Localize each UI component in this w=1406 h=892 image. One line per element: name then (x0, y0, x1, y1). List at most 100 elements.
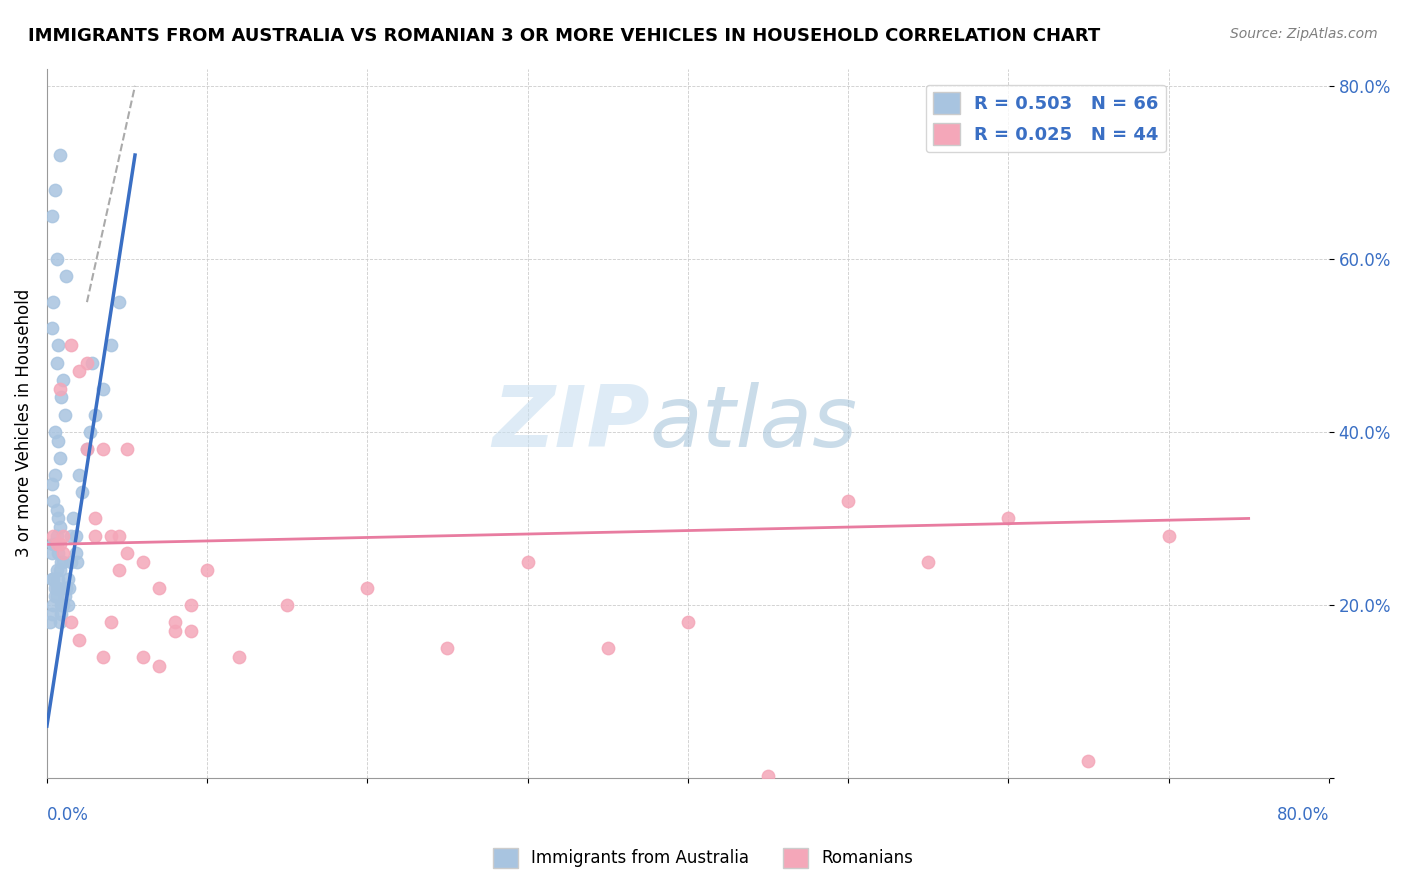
Y-axis label: 3 or more Vehicles in Household: 3 or more Vehicles in Household (15, 289, 32, 558)
Point (45, 356, 67, 370)
Point (45, 252, 67, 266)
Point (67, 364, 90, 378)
Point (51, 555, 73, 569)
Point (44, 425, 66, 439)
Point (48, 450, 70, 465)
Point (48, 148, 70, 162)
Point (51, 598, 73, 612)
Point (41, 572, 63, 586)
Point (84, 511, 107, 525)
Point (108, 563, 131, 577)
Point (52, 598, 75, 612)
Text: IMMIGRANTS FROM AUSTRALIA VS ROMANIAN 3 OR MORE VEHICLES IN HOUSEHOLD CORRELATIO: IMMIGRANTS FROM AUSTRALIA VS ROMANIAN 3 … (28, 27, 1101, 45)
Point (1077, 754, 1099, 768)
Text: ZIP: ZIP (492, 382, 650, 465)
Point (42, 494, 65, 508)
Point (80, 356, 103, 370)
Point (42, 529, 65, 543)
Point (56, 598, 79, 612)
Point (48, 382, 70, 396)
Point (44, 468, 66, 483)
Point (108, 529, 131, 543)
Point (46, 572, 69, 586)
Point (59, 555, 82, 569)
Point (100, 615, 122, 630)
Text: atlas: atlas (650, 382, 858, 465)
Point (596, 641, 619, 656)
Point (59, 529, 82, 543)
Point (41, 321, 63, 335)
Point (45, 537, 67, 551)
Point (756, 769, 779, 783)
Point (46, 511, 69, 525)
Point (91, 442, 114, 457)
Point (41, 476, 63, 491)
Point (436, 641, 458, 656)
Point (56, 572, 79, 586)
Point (46, 546, 69, 560)
Point (132, 555, 155, 569)
Point (62, 511, 84, 525)
Point (48, 563, 70, 577)
Point (41, 546, 63, 560)
Point (39, 615, 62, 630)
Point (48, 520, 70, 534)
Point (228, 649, 250, 664)
Point (42, 295, 65, 310)
Point (148, 581, 170, 595)
Point (53, 590, 76, 604)
Point (516, 555, 538, 569)
Point (837, 494, 859, 508)
Point (115, 442, 138, 457)
Point (44, 590, 66, 604)
Point (42, 537, 65, 551)
Text: 0.0%: 0.0% (46, 806, 89, 824)
Point (67, 468, 90, 483)
Point (165, 615, 187, 630)
Point (55, 269, 77, 284)
Point (52, 373, 75, 387)
Point (676, 615, 699, 630)
Point (48, 615, 70, 630)
Point (46, 434, 69, 448)
Point (180, 624, 202, 638)
Point (45, 503, 67, 517)
Point (70, 485, 93, 500)
Point (1157, 529, 1180, 543)
Point (44, 581, 66, 595)
Point (58, 581, 80, 595)
Point (115, 546, 138, 560)
Point (59, 615, 82, 630)
Point (45, 529, 67, 543)
Point (42, 598, 65, 612)
Point (276, 598, 298, 612)
Point (917, 555, 939, 569)
Point (180, 598, 202, 612)
Point (41, 209, 63, 223)
Point (100, 338, 122, 352)
Point (65, 529, 87, 543)
Point (65, 546, 87, 560)
Point (356, 581, 378, 595)
Point (108, 295, 131, 310)
Point (42, 572, 65, 586)
Point (53, 408, 76, 422)
Point (997, 511, 1019, 525)
Point (66, 555, 89, 569)
Point (84, 408, 107, 422)
Point (76, 442, 98, 457)
Point (132, 649, 155, 664)
Point (51, 390, 73, 404)
Point (165, 624, 187, 638)
Point (195, 563, 218, 577)
Point (100, 529, 122, 543)
Point (44, 537, 66, 551)
Point (44, 183, 66, 197)
Point (55, 581, 77, 595)
Text: Source: ZipAtlas.com: Source: ZipAtlas.com (1230, 27, 1378, 41)
Legend: Immigrants from Australia, Romanians: Immigrants from Australia, Romanians (486, 841, 920, 875)
Point (55, 581, 77, 595)
Point (45, 581, 67, 595)
Point (91, 649, 114, 664)
Point (52, 555, 75, 569)
